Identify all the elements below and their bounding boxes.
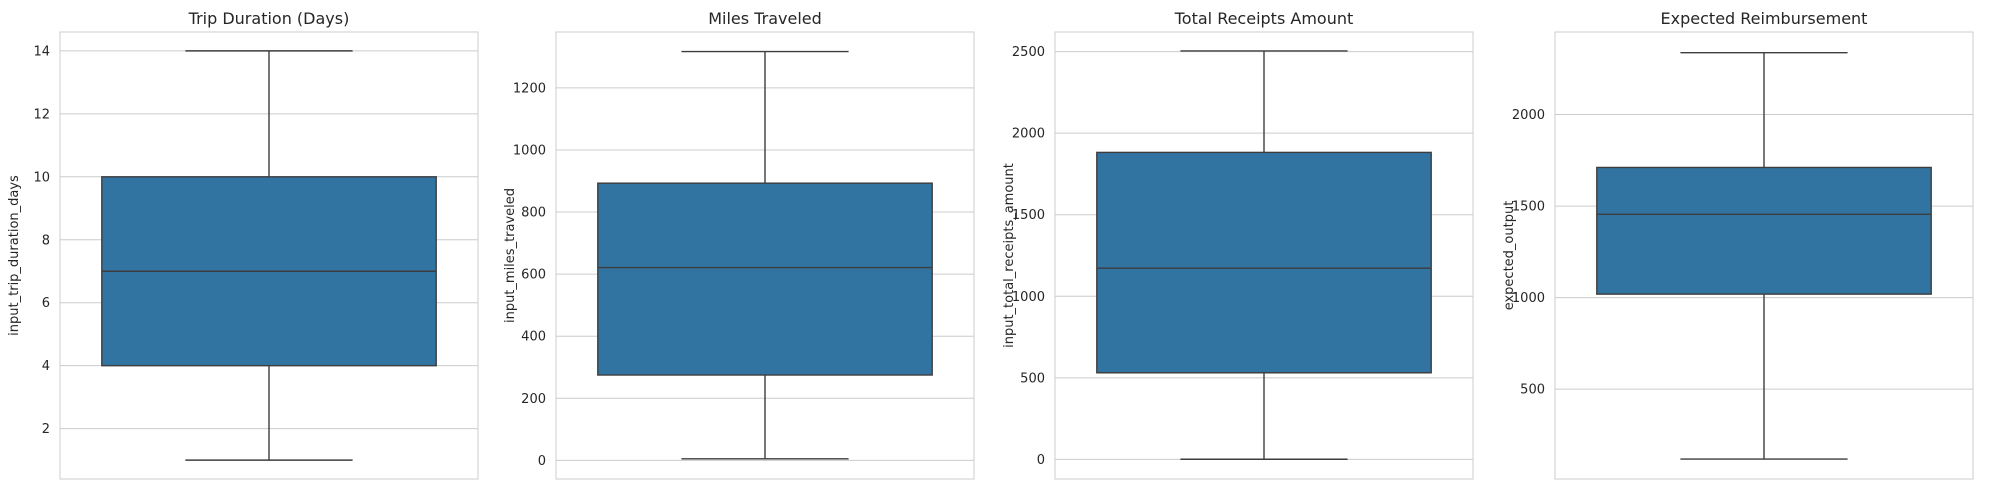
chart-title: Trip Duration (Days)	[188, 9, 350, 28]
y-tick-label-5: 10	[33, 170, 50, 185]
y-tick-label-4: 8	[42, 233, 50, 248]
y-tick-label-1: 0	[538, 454, 546, 469]
y-tick-label-2: 4	[42, 359, 50, 374]
y-tick-label-1: 500	[1520, 383, 1545, 398]
plot-frame	[1054, 31, 1474, 480]
iqr-box	[597, 182, 933, 376]
y-tick-label-6: 12	[33, 107, 50, 122]
chart-panel-2: 0 200 400 600 800 1000 1200 Miles Traveled input…	[503, 9, 975, 480]
y-tick-label-4: 2000	[1512, 108, 1545, 123]
plot-frame	[59, 31, 479, 480]
y-tick-label-5: 2000	[1012, 127, 1045, 142]
chart-title: Total Receipts Amount	[1174, 9, 1354, 28]
y-axis-label: input_miles_traveled	[503, 188, 518, 323]
y-axis-label: expected_output	[1502, 201, 1517, 311]
chart-title: Expected Reimbursement	[1661, 9, 1868, 28]
y-tick-label-6: 1000	[513, 143, 546, 158]
y-tick-label-6: 2500	[1012, 45, 1045, 60]
y-tick-label-4: 1500	[1012, 208, 1045, 223]
y-tick-label-3: 400	[521, 330, 546, 345]
y-tick-label-5: 800	[521, 206, 546, 221]
y-tick-label-4: 600	[521, 268, 546, 283]
y-tick-label-7: 14	[33, 44, 50, 59]
y-tick-label-2: 1000	[1512, 291, 1545, 306]
plot-frame	[1554, 31, 1974, 480]
y-tick-label-1: 0	[1037, 453, 1045, 468]
y-axis-label: input_total_receipts_amount	[1002, 163, 1017, 348]
y-tick-label-2: 500	[1020, 371, 1045, 386]
iqr-box	[1096, 151, 1432, 374]
chart-title: Miles Traveled	[708, 9, 822, 28]
iqr-box	[1596, 166, 1932, 295]
y-tick-label-3: 1500	[1512, 200, 1545, 215]
y-tick-label-3: 6	[42, 296, 50, 311]
y-axis-label: input_trip_duration_days	[7, 175, 22, 336]
y-tick-label-2: 200	[521, 392, 546, 407]
chart-panel-4: 500 1000 1500 2000 Expected Reimbursement exp…	[1502, 9, 1974, 480]
y-tick-label-1: 2	[42, 422, 50, 437]
y-tick-label-7: 1200	[513, 81, 546, 96]
y-tick-label-3: 1000	[1012, 290, 1045, 305]
chart-panel-1: 2 4 6 8 10 12 14 Trip Duration (Days) input_trip…	[7, 9, 479, 480]
plot-frame	[555, 31, 975, 480]
chart-panel-3: 0 500 1000 1500 2000 2500 Total Receipts Amoun…	[1002, 9, 1474, 480]
